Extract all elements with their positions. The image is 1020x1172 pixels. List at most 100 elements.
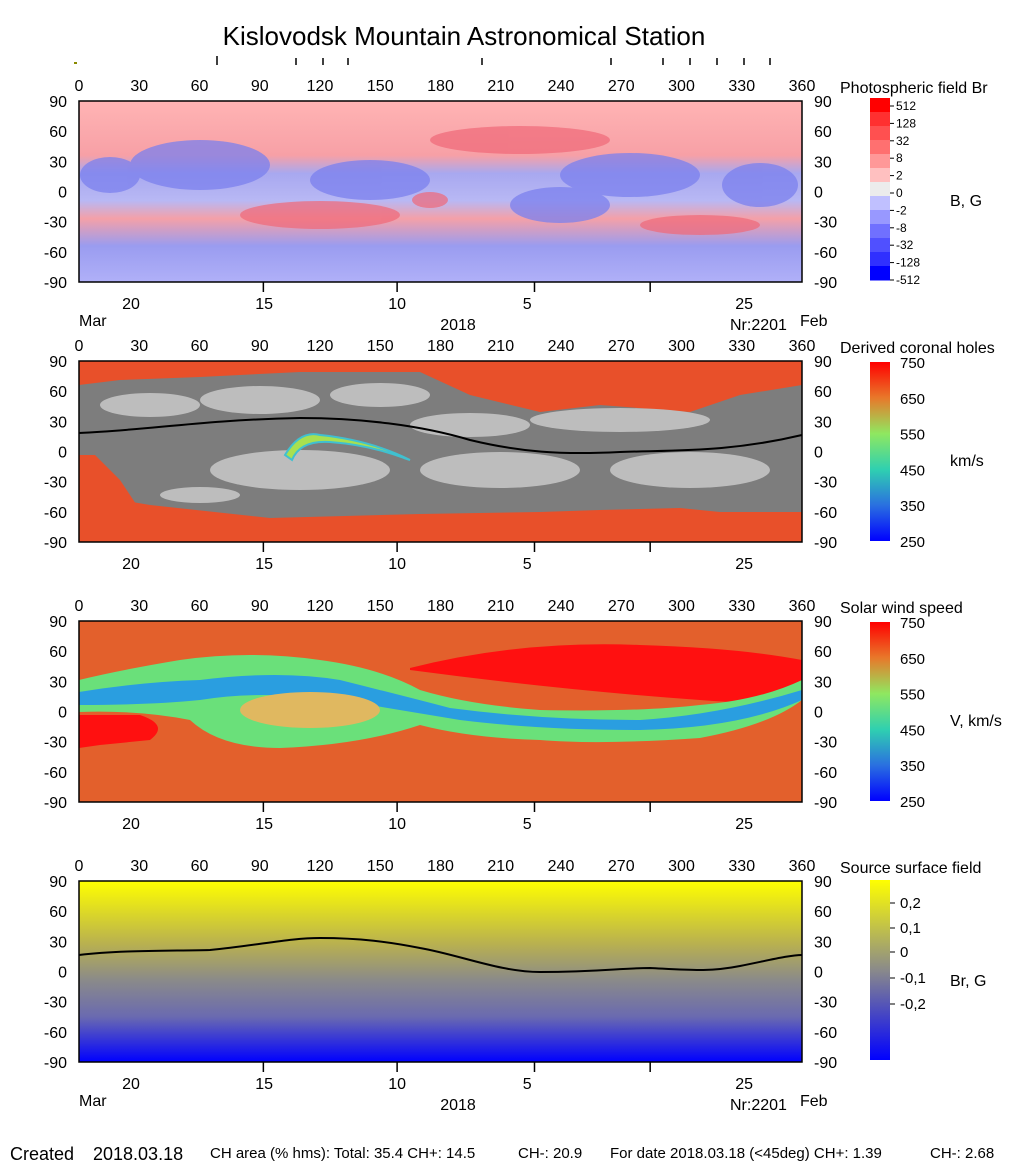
- date-tick-label: 15: [255, 1076, 273, 1093]
- y-tick-label-left: -60: [44, 765, 67, 782]
- coronal-map-frame: [78, 360, 803, 543]
- wind-inner-blob: [240, 692, 380, 728]
- panel-source-surface: [78, 880, 803, 1063]
- y-tick-label-left: -60: [44, 245, 67, 262]
- y-tick-label-right: -30: [814, 475, 837, 492]
- y-tick-label-left: 60: [49, 904, 67, 921]
- month-right: Feb: [800, 313, 828, 330]
- x-tick-label: 0: [75, 858, 84, 875]
- y-tick-label-left: 0: [58, 185, 67, 202]
- x-tick-label: 30: [130, 858, 148, 875]
- photospheric-colorbar-label: -32: [896, 238, 914, 252]
- x-tick-label: 300: [668, 598, 695, 615]
- y-tick-label-right: -90: [814, 795, 837, 812]
- y-tick-label-right: -30: [814, 995, 837, 1012]
- y-tick-label-right: -60: [814, 765, 837, 782]
- panel-coronal-holes: [78, 360, 803, 543]
- y-tick-label-left: 90: [49, 614, 67, 631]
- date-tick-label: 20: [122, 556, 140, 573]
- x-tick-label: 120: [307, 598, 334, 615]
- x-tick-label: 180: [427, 858, 454, 875]
- photospheric-colorbar-segment: [870, 196, 890, 211]
- rotation-label: Nr:2201: [730, 1097, 787, 1114]
- y-tick-label-left: -30: [44, 475, 67, 492]
- x-tick-label: 300: [668, 858, 695, 875]
- y-tick-label-right: 90: [814, 614, 832, 631]
- y-tick-label-left: 0: [58, 965, 67, 982]
- date-tick-label: 5: [523, 1076, 532, 1093]
- y-tick-label-left: -60: [44, 1025, 67, 1042]
- y-tick-label-right: 30: [814, 414, 832, 431]
- x-tick-label: 210: [487, 598, 514, 615]
- y-tick-label-right: -60: [814, 1025, 837, 1042]
- source-colorbar: [870, 880, 890, 1060]
- x-tick-label: 360: [789, 858, 816, 875]
- x-tick-label: 150: [367, 858, 394, 875]
- x-tick-label: 300: [668, 338, 695, 355]
- y-tick-label-right: 0: [814, 965, 823, 982]
- y-tick-label-left: -30: [44, 735, 67, 752]
- footer-ch-area: CH area (% hms): Total: 35.4 CH+: 14.5: [210, 1145, 475, 1162]
- panel-unit: km/s: [950, 453, 984, 470]
- photospheric-colorbar-label: 8: [896, 151, 903, 165]
- photospheric-colorbar-label: -128: [896, 256, 920, 270]
- source-map-frame: [78, 880, 803, 1063]
- x-tick-label: 270: [608, 78, 635, 95]
- wind-red-top: [410, 644, 802, 703]
- y-tick-label-left: -90: [44, 1055, 67, 1072]
- x-tick-label: 150: [367, 598, 394, 615]
- speed-colorbar-label: 750: [900, 355, 925, 372]
- y-tick-label-left: -30: [44, 995, 67, 1012]
- photospheric-colorbar-label: 0: [896, 186, 903, 200]
- speed-colorbar-label: 350: [900, 758, 925, 775]
- photospheric-colorbar-label: 2: [896, 169, 903, 183]
- y-tick-label-left: 90: [49, 874, 67, 891]
- speed-colorbar-label: 550: [900, 427, 925, 444]
- y-tick-label-right: 90: [814, 354, 832, 371]
- speed-colorbar: [870, 362, 890, 541]
- x-tick-label: 90: [251, 858, 269, 875]
- x-tick-label: 30: [130, 338, 148, 355]
- photospheric-colorbar-segment: [870, 224, 890, 239]
- x-tick-label: 210: [487, 78, 514, 95]
- x-tick-label: 90: [251, 598, 269, 615]
- speed-colorbar-label: 350: [900, 498, 925, 515]
- photospheric-map-bg: [79, 101, 802, 282]
- photospheric-colorbar-segment: [870, 238, 890, 253]
- month-right: Feb: [800, 1093, 828, 1110]
- panel-title: Source surface field: [840, 860, 981, 877]
- y-tick-label-left: -90: [44, 535, 67, 552]
- x-tick-label: 360: [789, 78, 816, 95]
- x-tick-label: 210: [487, 858, 514, 875]
- y-tick-label-right: -60: [814, 505, 837, 522]
- month-left: Mar: [79, 1093, 107, 1110]
- year-label: 2018: [440, 1097, 476, 1114]
- photospheric-red-blobs: [240, 126, 760, 235]
- wind-map-frame: [78, 620, 803, 803]
- photospheric-blue-blobs: [80, 140, 798, 223]
- date-tick-label: 25: [735, 816, 753, 833]
- coronal-green-hole: [283, 433, 411, 462]
- y-tick-label-left: -30: [44, 215, 67, 232]
- x-tick-label: 240: [548, 338, 575, 355]
- y-tick-label-right: -90: [814, 1055, 837, 1072]
- date-tick-label: 10: [388, 556, 406, 573]
- x-tick-label: 120: [307, 78, 334, 95]
- x-tick-label: 180: [427, 338, 454, 355]
- y-tick-label-right: 30: [814, 154, 832, 171]
- y-tick-label-right: -60: [814, 245, 837, 262]
- year-label: 2018: [440, 317, 476, 334]
- y-tick-label-left: -60: [44, 505, 67, 522]
- x-tick-label: 0: [75, 78, 84, 95]
- panel-unit: Br, G: [950, 973, 986, 990]
- date-tick-label: 25: [735, 296, 753, 313]
- panel-photospheric-field: [78, 100, 803, 283]
- footer-ch-minus: CH-: 20.9: [518, 1145, 582, 1162]
- source-colorbar-label: 0,1: [900, 920, 921, 937]
- y-tick-label-left: 30: [49, 414, 67, 431]
- y-tick-label-right: 60: [814, 904, 832, 921]
- y-tick-label-right: 60: [814, 124, 832, 141]
- y-tick-label-left: 30: [49, 154, 67, 171]
